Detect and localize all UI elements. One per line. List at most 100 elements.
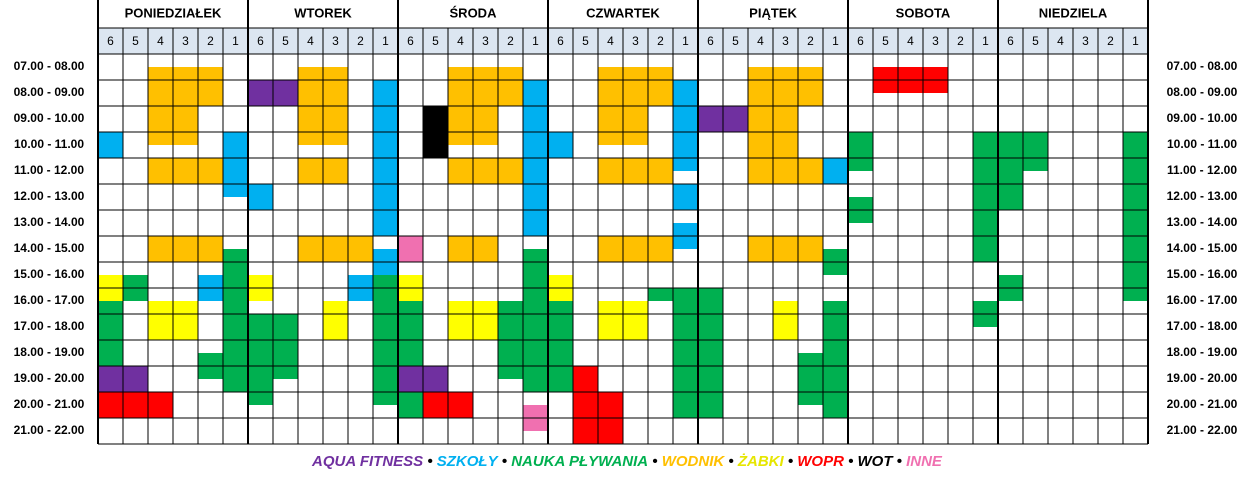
schedule-block: [623, 236, 648, 262]
schedule-block: [423, 366, 448, 392]
time-label: 20.00 - 21.00: [14, 397, 85, 411]
schedule-block: [798, 158, 823, 184]
schedule-block: [148, 67, 173, 106]
lane-number: 5: [282, 34, 289, 48]
lane-number: 2: [957, 34, 964, 48]
schedule-block: [823, 301, 848, 418]
schedule-block: [273, 80, 298, 106]
schedule-block: [148, 301, 173, 340]
lane-number: 6: [557, 34, 564, 48]
legend-item: INNE: [902, 453, 943, 470]
legend-item: WODNIK: [658, 453, 726, 470]
legend-separator: •: [844, 453, 853, 470]
schedule-block: [148, 106, 173, 145]
schedule-block: [198, 67, 223, 106]
schedule-block: [173, 106, 198, 145]
time-label: 15.00 - 16.00: [14, 267, 85, 281]
schedule-block: [473, 158, 498, 184]
schedule-block: [748, 67, 773, 184]
schedule-block: [773, 67, 798, 184]
schedule-block: [223, 249, 248, 392]
legend-item: AQUA FITNESS: [311, 453, 423, 470]
time-label: 21.00 - 22.00: [14, 423, 85, 437]
schedule-block: [798, 67, 823, 106]
lane-number: 4: [1057, 34, 1064, 48]
schedule-block: [823, 158, 848, 184]
lane-number: 6: [257, 34, 264, 48]
time-label: 18.00 - 19.00: [14, 345, 85, 359]
time-label: 07.00 - 08.00: [1167, 59, 1238, 73]
lane-number: 5: [1032, 34, 1039, 48]
schedule-block: [173, 301, 198, 340]
day-name: NIEDZIELA: [1039, 5, 1108, 20]
legend-separator: •: [423, 453, 432, 470]
schedule-block: [148, 392, 173, 418]
schedule-block: [148, 236, 173, 262]
schedule-block: [498, 158, 523, 184]
schedule-block: [173, 67, 198, 106]
lane-number: 2: [357, 34, 364, 48]
schedule-block: [398, 236, 423, 262]
schedule-block: [98, 132, 123, 158]
schedule-block: [1023, 132, 1048, 171]
lane-number: 4: [457, 34, 464, 48]
legend-item: NAUKA PŁYWANIA: [507, 453, 648, 470]
schedule-block: [773, 301, 798, 340]
schedule-block: [473, 301, 498, 340]
schedule-block: [698, 106, 723, 132]
schedule-block: [248, 184, 273, 210]
time-label: 16.00 - 17.00: [1167, 293, 1238, 307]
legend-separator: •: [893, 453, 902, 470]
schedule-block: [398, 392, 423, 418]
time-label: 12.00 - 13.00: [1167, 189, 1238, 203]
legend-separator: •: [784, 453, 793, 470]
schedule-block: [623, 301, 648, 340]
time-label: 08.00 - 09.00: [14, 85, 85, 99]
schedule-block: [198, 236, 223, 262]
schedule-block: [498, 67, 523, 106]
legend-item: SZKOŁY: [433, 453, 500, 470]
schedule-block: [448, 301, 473, 340]
time-label: 09.00 - 10.00: [14, 111, 85, 125]
schedule-block: [673, 288, 698, 418]
lane-number: 2: [207, 34, 214, 48]
lane-number: 4: [607, 34, 614, 48]
time-label: 09.00 - 10.00: [1167, 111, 1238, 125]
lane-number: 2: [657, 34, 664, 48]
time-label: 14.00 - 15.00: [1167, 241, 1238, 255]
lane-number: 1: [832, 34, 839, 48]
day-name: CZWARTEK: [586, 5, 660, 20]
lane-number: 1: [532, 34, 539, 48]
time-label: 13.00 - 14.00: [1167, 215, 1238, 229]
lane-number: 5: [432, 34, 439, 48]
time-label: 21.00 - 22.00: [1167, 423, 1238, 437]
time-label: 16.00 - 17.00: [14, 293, 85, 307]
schedule-block: [673, 184, 698, 210]
time-label: 14.00 - 15.00: [14, 241, 85, 255]
schedule-block: [573, 366, 598, 444]
schedule-block: [548, 301, 573, 392]
schedule-block: [598, 236, 623, 262]
schedule-block: [273, 314, 298, 379]
schedule-block: [298, 158, 323, 184]
schedule-block: [798, 236, 823, 262]
lane-number: 5: [732, 34, 739, 48]
lane-number: 3: [782, 34, 789, 48]
time-label: 07.00 - 08.00: [14, 59, 85, 73]
schedule-block: [298, 236, 323, 262]
schedule-block: [398, 366, 423, 392]
day-name: ŚRODA: [450, 5, 498, 20]
time-label: 11.00 - 12.00: [1167, 163, 1237, 177]
schedule-block: [148, 158, 173, 184]
lane-number: 4: [157, 34, 164, 48]
time-label: 15.00 - 16.00: [1167, 267, 1238, 281]
lane-number: 6: [707, 34, 714, 48]
schedule-block: [123, 392, 148, 418]
lane-number: 5: [882, 34, 889, 48]
lane-number: 6: [107, 34, 114, 48]
lane-number: 1: [232, 34, 239, 48]
day-name: PIĄTEK: [749, 5, 797, 20]
lane-number: 3: [182, 34, 189, 48]
schedule-block: [723, 106, 748, 132]
